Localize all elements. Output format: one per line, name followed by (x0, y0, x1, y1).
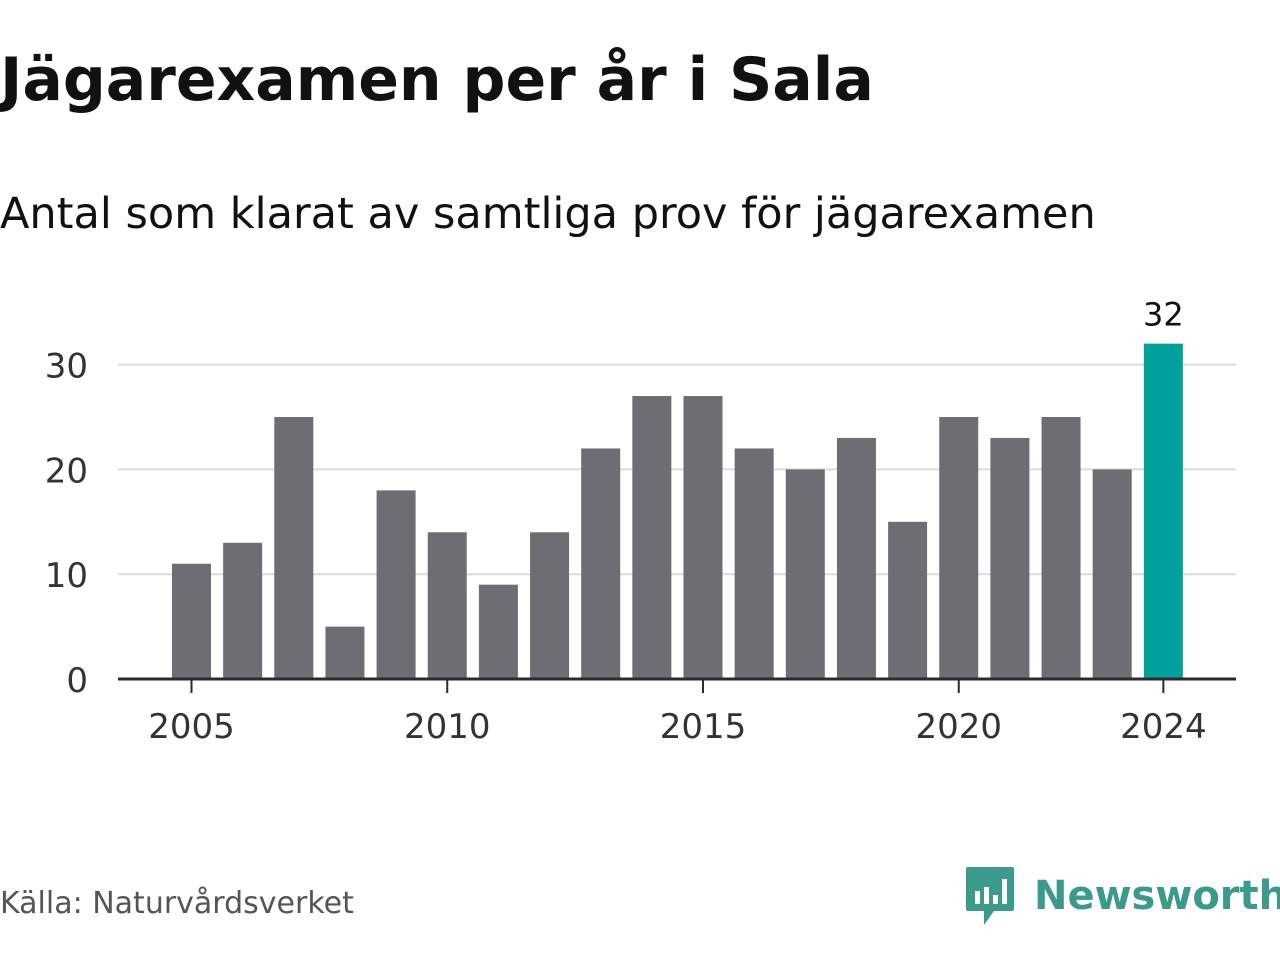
x-tick-label: 2020 (915, 707, 1002, 747)
bar-2016 (734, 448, 774, 679)
x-tick-label: 2015 (660, 707, 747, 747)
bar-2010 (427, 532, 467, 679)
chart-subtitle: Antal som klarat av samtliga prov för jä… (0, 189, 1096, 239)
bar-2009 (376, 490, 416, 679)
bar-2007 (274, 417, 314, 679)
y-tick-label: 20 (45, 451, 88, 491)
bar-2017 (785, 469, 825, 679)
bar-2018 (836, 437, 876, 679)
newsworthy-logo-icon (966, 867, 1014, 925)
bar-2024 (1143, 343, 1183, 679)
source-note: Källa: Naturvårdsverket (0, 886, 354, 921)
x-tick-label: 2005 (148, 707, 235, 747)
y-tick-label: 0 (66, 661, 88, 701)
brand-name: Newsworthy (1034, 873, 1280, 919)
chart-title: Jägarexamen per år i Sala (0, 45, 874, 115)
brand-logo: Newsworthy (964, 864, 1280, 928)
bar-2008 (325, 626, 365, 679)
y-tick-label: 30 (45, 347, 88, 387)
bar-2015 (683, 396, 723, 679)
x-tick-label: 2024 (1120, 707, 1207, 747)
data-label: 32 (1143, 296, 1184, 334)
bar-2019 (888, 521, 928, 679)
bar-2022 (1041, 417, 1081, 679)
bar-2021 (990, 437, 1030, 679)
x-tick-label: 2010 (404, 707, 491, 747)
bar-chart: 0 10 20 30 32 2005 2010 2015 2020 2024 (45, 296, 1236, 747)
bar-2005 (172, 563, 211, 679)
bar-2020 (939, 417, 979, 679)
bar-2013 (581, 448, 621, 679)
bar-2006 (223, 542, 263, 679)
bar-2012 (530, 532, 570, 679)
bar-2011 (478, 584, 518, 679)
bar-2014 (632, 396, 672, 679)
y-tick-label: 10 (45, 556, 88, 596)
bar-2023 (1092, 469, 1132, 679)
